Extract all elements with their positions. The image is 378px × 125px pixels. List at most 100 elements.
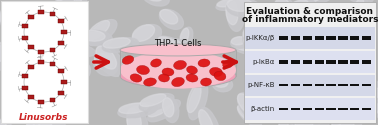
FancyBboxPatch shape [28, 65, 34, 69]
Ellipse shape [281, 21, 300, 34]
FancyBboxPatch shape [22, 86, 28, 90]
Ellipse shape [120, 51, 236, 89]
FancyBboxPatch shape [303, 60, 312, 64]
FancyBboxPatch shape [61, 80, 67, 84]
Ellipse shape [160, 9, 183, 29]
Ellipse shape [56, 42, 87, 52]
FancyBboxPatch shape [22, 74, 28, 78]
Ellipse shape [96, 45, 124, 76]
Ellipse shape [372, 81, 378, 120]
Ellipse shape [243, 34, 263, 54]
Ellipse shape [263, 49, 288, 62]
Ellipse shape [279, 118, 289, 125]
Text: p-IκBα: p-IκBα [253, 59, 275, 65]
Ellipse shape [29, 116, 53, 125]
Ellipse shape [244, 34, 259, 49]
Text: THP-1 Cells: THP-1 Cells [154, 40, 202, 48]
Ellipse shape [274, 0, 290, 14]
FancyBboxPatch shape [38, 10, 44, 14]
FancyBboxPatch shape [245, 27, 375, 49]
Ellipse shape [40, 79, 56, 98]
Ellipse shape [24, 41, 68, 60]
Ellipse shape [0, 4, 14, 28]
Ellipse shape [36, 103, 55, 113]
Ellipse shape [172, 39, 188, 62]
FancyBboxPatch shape [338, 108, 348, 110]
Ellipse shape [340, 80, 358, 97]
FancyBboxPatch shape [350, 36, 359, 40]
Ellipse shape [187, 84, 201, 113]
Text: of inflammatory mediators: of inflammatory mediators [242, 14, 378, 24]
Ellipse shape [200, 107, 220, 125]
Ellipse shape [49, 110, 60, 125]
FancyBboxPatch shape [327, 108, 336, 110]
FancyBboxPatch shape [28, 45, 34, 49]
Ellipse shape [204, 58, 216, 84]
FancyBboxPatch shape [50, 98, 55, 102]
FancyBboxPatch shape [327, 60, 336, 64]
Ellipse shape [87, 20, 110, 40]
Ellipse shape [223, 60, 233, 68]
Ellipse shape [132, 25, 155, 41]
FancyBboxPatch shape [38, 60, 44, 64]
Ellipse shape [3, 6, 21, 25]
Ellipse shape [332, 108, 358, 125]
Ellipse shape [130, 74, 142, 82]
Ellipse shape [353, 15, 369, 29]
FancyBboxPatch shape [279, 108, 288, 110]
FancyBboxPatch shape [58, 41, 64, 45]
Ellipse shape [49, 59, 74, 94]
Ellipse shape [174, 60, 186, 70]
FancyBboxPatch shape [28, 15, 34, 19]
FancyBboxPatch shape [291, 60, 300, 64]
Ellipse shape [0, 119, 14, 125]
Ellipse shape [37, 114, 60, 125]
FancyBboxPatch shape [350, 108, 359, 110]
Ellipse shape [294, 118, 319, 125]
Ellipse shape [274, 26, 301, 50]
Ellipse shape [263, 49, 282, 58]
Ellipse shape [0, 37, 16, 63]
Ellipse shape [127, 108, 141, 125]
FancyBboxPatch shape [58, 69, 64, 73]
FancyBboxPatch shape [338, 84, 348, 86]
FancyBboxPatch shape [1, 1, 88, 123]
Ellipse shape [217, 0, 245, 7]
Ellipse shape [19, 82, 27, 104]
Ellipse shape [55, 42, 96, 56]
Ellipse shape [286, 49, 309, 61]
Ellipse shape [204, 60, 212, 79]
FancyBboxPatch shape [338, 36, 348, 40]
Ellipse shape [226, 0, 238, 25]
Text: p-NF-κB: p-NF-κB [248, 82, 275, 88]
Ellipse shape [214, 71, 226, 81]
Ellipse shape [285, 0, 308, 14]
FancyBboxPatch shape [58, 19, 64, 23]
Ellipse shape [228, 0, 253, 11]
Ellipse shape [256, 63, 272, 79]
FancyBboxPatch shape [22, 24, 28, 28]
Ellipse shape [274, 25, 310, 58]
Ellipse shape [308, 111, 330, 125]
FancyBboxPatch shape [279, 36, 288, 40]
Ellipse shape [127, 107, 148, 125]
Ellipse shape [136, 65, 149, 75]
Ellipse shape [175, 40, 192, 83]
FancyBboxPatch shape [303, 84, 312, 86]
Ellipse shape [188, 82, 208, 120]
Text: β-actin: β-actin [251, 106, 275, 112]
Ellipse shape [163, 97, 179, 122]
FancyBboxPatch shape [327, 36, 336, 40]
Ellipse shape [102, 38, 138, 52]
Ellipse shape [274, 0, 295, 20]
Ellipse shape [0, 36, 25, 71]
Ellipse shape [180, 27, 193, 48]
Ellipse shape [158, 37, 183, 51]
FancyBboxPatch shape [314, 60, 324, 64]
Ellipse shape [364, 84, 378, 101]
Ellipse shape [118, 103, 157, 118]
Ellipse shape [142, 0, 169, 6]
Ellipse shape [143, 0, 163, 1]
Ellipse shape [28, 115, 61, 125]
Ellipse shape [311, 94, 324, 112]
